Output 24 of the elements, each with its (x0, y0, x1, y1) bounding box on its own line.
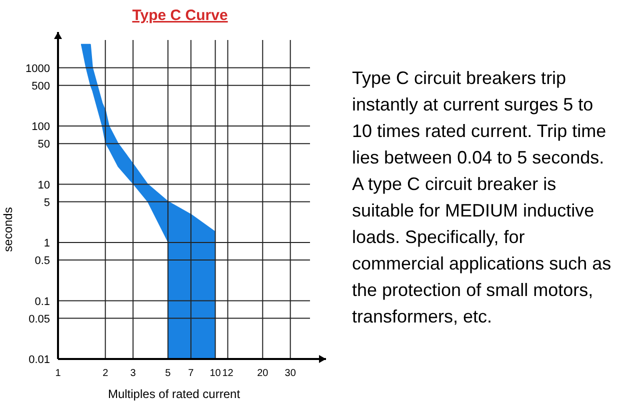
x-tick-label: 20 (257, 368, 269, 379)
x-tick-label: 10 (210, 368, 222, 379)
x-axis-title: Multiples of rated current (108, 387, 241, 401)
x-tick-label: 5 (165, 368, 172, 379)
x-tick-label: 1 (55, 368, 62, 379)
y-tick-label: 0.5 (34, 255, 50, 268)
y-tick-label: 0.1 (34, 296, 50, 308)
x-tick-label: 3 (130, 368, 136, 379)
y-axis-title: seconds (1, 207, 15, 252)
chart-title: Type C Curve (132, 7, 228, 24)
y-tick-label: 100 (32, 121, 50, 134)
y-tick-label: 50 (38, 138, 50, 151)
y-tick-label: 1000 (26, 62, 50, 75)
text: Type C circuit breakers trip instantly at current surges 5 to 10 times rated current. Trip time lies between 0.04 to 5 seconds. A type C circuit breaker is suitable for MEDIUM inductive loads. Specifically, for commercial applications such as the protection of small motors, transformers, etc. (352, 68, 612, 326)
y-tick-label: 500 (32, 80, 50, 92)
y-tick-label: 5 (44, 196, 50, 209)
x-tick-label: 7 (188, 368, 194, 379)
y-tick-label: 0.05 (28, 313, 50, 326)
x-tick-label: 30 (284, 368, 296, 379)
y-tick-label: 0.01 (28, 354, 50, 366)
y-tick-label: 1 (44, 238, 50, 250)
x-tick-label: 2 (102, 368, 109, 379)
y-tick-label: 10 (38, 179, 50, 192)
x-tick-label: 12 (222, 368, 234, 379)
